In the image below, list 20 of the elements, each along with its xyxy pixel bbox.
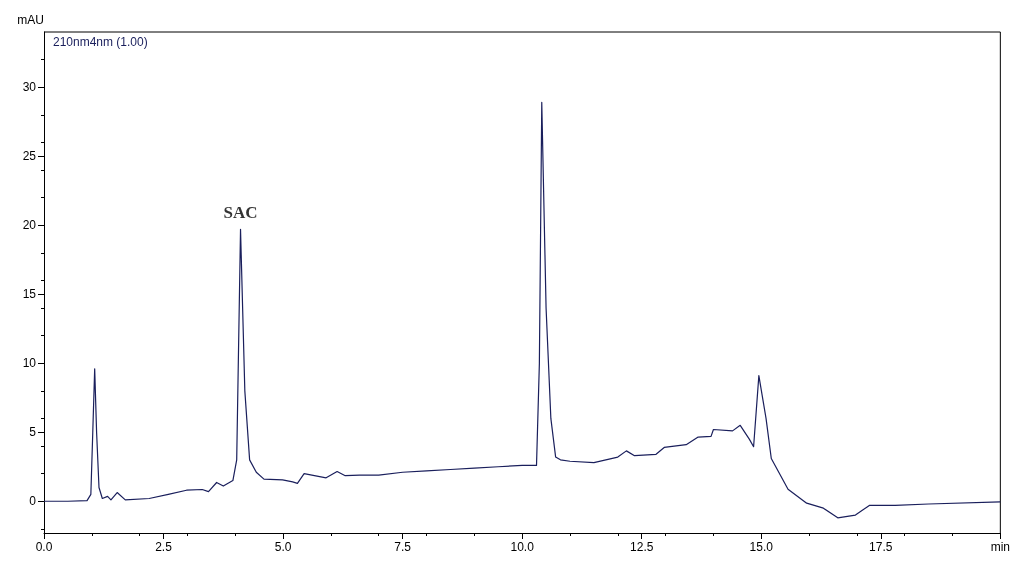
line-series xyxy=(43,101,1001,519)
y-tick-label: 30 xyxy=(22,80,37,95)
x-tick-label: 7.5 xyxy=(394,540,412,554)
x-tick-label: 5.0 xyxy=(274,540,292,554)
text: 210nm4nm (1.00) xyxy=(53,35,148,49)
x-tick-label: 0.0 xyxy=(35,540,53,554)
y-tick-label: 20 xyxy=(22,218,37,233)
y-tick-label: 25 xyxy=(22,149,37,164)
y-axis-title: mAU xyxy=(17,13,44,27)
y-tick-label: 5 xyxy=(29,425,37,440)
x-tick-label: 17.5 xyxy=(869,540,893,554)
y-tick-label: 0 xyxy=(29,494,37,509)
y-tick-label: 15 xyxy=(22,287,37,302)
x-tick-label: 12.5 xyxy=(630,540,654,554)
y-tick-label: 10 xyxy=(22,356,37,371)
x-tick-label: min xyxy=(990,540,1010,554)
x-tick-label: 2.5 xyxy=(155,540,173,554)
x-tick-label: 15.0 xyxy=(749,540,774,554)
x-tick-label: 10.0 xyxy=(510,540,535,554)
annotation: SAC xyxy=(223,203,258,223)
